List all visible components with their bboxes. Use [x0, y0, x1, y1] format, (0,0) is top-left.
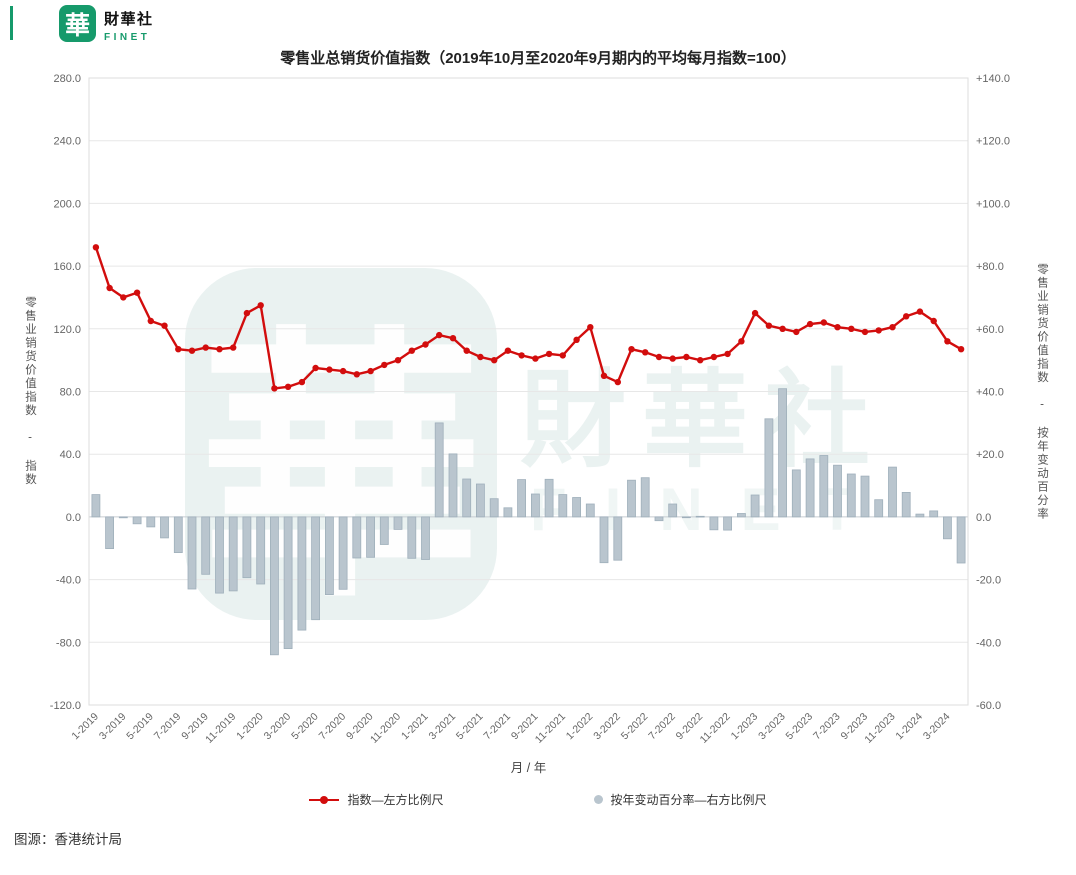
svg-text:+80.0: +80.0	[976, 261, 1004, 273]
grid-lines	[88, 77, 969, 706]
svg-text:280.0: 280.0	[53, 73, 81, 85]
left-tick-labels: -120.0 -80.0 -40.0 0.0 40.0 80.0 120.0 160.0 200…	[50, 73, 81, 712]
svg-text:11-2022: 11-2022	[698, 711, 733, 746]
line-series-marker-icon	[309, 795, 340, 804]
svg-text:7-2022: 7-2022	[646, 711, 678, 743]
left-axis-title: 零售业销货价值指数 - 指数	[24, 296, 36, 487]
svg-text:3-2020: 3-2020	[262, 711, 294, 743]
svg-text:+20.0: +20.0	[976, 449, 1004, 461]
svg-text:1-2020: 1-2020	[234, 711, 266, 743]
svg-text:5-2019: 5-2019	[124, 711, 156, 743]
finet-logo-glyph: 華	[64, 11, 90, 40]
svg-text:11-2021: 11-2021	[533, 711, 568, 746]
chart-title: 零售业总销货价值指数（2019年10月至2020年9月期内的平均每月指数=100…	[280, 50, 796, 67]
x-axis-title: 月 / 年	[510, 761, 547, 775]
finet-logo: 華	[59, 5, 96, 42]
svg-text:80.0: 80.0	[60, 387, 81, 399]
svg-text:+120.0: +120.0	[976, 136, 1010, 148]
svg-text:-60.0: -60.0	[976, 700, 1001, 712]
svg-text:+40.0: +40.0	[976, 387, 1004, 399]
svg-text:7-2021: 7-2021	[481, 711, 513, 743]
svg-text:1-2023: 1-2023	[729, 711, 761, 743]
legend-item-yoy: 按年变动百分率—右方比例尺	[593, 791, 767, 808]
svg-text:1-2021: 1-2021	[399, 711, 431, 743]
svg-text:1-2019: 1-2019	[69, 711, 101, 743]
svg-text:240.0: 240.0	[53, 136, 81, 148]
svg-text:-120.0: -120.0	[50, 700, 81, 712]
svg-text:+100.0: +100.0	[976, 198, 1010, 210]
bar-series-marker-icon	[593, 795, 603, 804]
svg-text:40.0: 40.0	[60, 449, 81, 461]
legend-label-index: 指数—左方比例尺	[347, 793, 444, 807]
svg-text:3-2024: 3-2024	[921, 711, 953, 743]
bar-series	[91, 388, 966, 656]
right-tick-labels: -60.0 -40.0 -20.0 0.0 +20.0 +40.0 +60.0 +80.0 +1…	[976, 73, 1010, 712]
svg-text:7-2023: 7-2023	[811, 711, 843, 743]
brand-accent-bar	[10, 6, 13, 40]
svg-text:0.0: 0.0	[976, 512, 991, 524]
chart-legend: 指数—左方比例尺 按年变动百分率—右方比例尺	[0, 791, 1076, 808]
brand-name-chinese: 財華社	[104, 11, 154, 28]
right-axis-title: 零售业销货价值指数 - 按年变动百分率	[1036, 262, 1048, 521]
svg-text:+140.0: +140.0	[976, 73, 1010, 85]
svg-text:120.0: 120.0	[53, 324, 81, 336]
svg-text:+60.0: +60.0	[976, 324, 1004, 336]
svg-text:-80.0: -80.0	[56, 637, 81, 649]
svg-text:3-2023: 3-2023	[756, 711, 788, 743]
svg-text:5-2020: 5-2020	[289, 711, 321, 743]
source-note: 图源：香港统计局	[14, 832, 122, 847]
svg-text:-40.0: -40.0	[976, 637, 1001, 649]
brand-name-english: FINET	[104, 32, 151, 43]
svg-text:11-2020: 11-2020	[368, 711, 403, 746]
svg-text:11-2023: 11-2023	[862, 711, 897, 746]
svg-text:1-2022: 1-2022	[564, 711, 596, 743]
svg-text:5-2022: 5-2022	[619, 711, 651, 743]
svg-text:1-2024: 1-2024	[893, 711, 925, 743]
line-series	[92, 244, 965, 392]
svg-text:3-2021: 3-2021	[426, 711, 458, 743]
svg-text:0.0: 0.0	[66, 512, 81, 524]
svg-text:5-2021: 5-2021	[454, 711, 486, 743]
svg-text:200.0: 200.0	[53, 198, 81, 210]
svg-text:160.0: 160.0	[53, 261, 81, 273]
svg-text:-40.0: -40.0	[56, 575, 81, 587]
svg-text:-20.0: -20.0	[976, 575, 1001, 587]
svg-text:3-2022: 3-2022	[591, 711, 623, 743]
svg-text:7-2020: 7-2020	[317, 711, 349, 743]
legend-label-yoy: 按年变动百分率—右方比例尺	[610, 793, 767, 807]
svg-text:3-2019: 3-2019	[97, 711, 129, 743]
svg-text:11-2019: 11-2019	[203, 711, 238, 746]
x-tick-labels: 1-20193-20195-20197-20199-201911-20191-2…	[69, 711, 952, 746]
legend-item-index: 指数—左方比例尺	[309, 791, 444, 808]
brand-text: 財華社 FINET	[104, 8, 154, 43]
svg-text:7-2019: 7-2019	[152, 711, 184, 743]
svg-text:5-2023: 5-2023	[784, 711, 816, 743]
